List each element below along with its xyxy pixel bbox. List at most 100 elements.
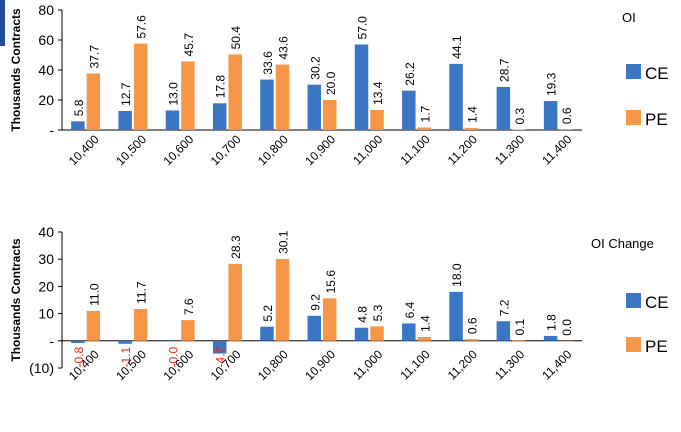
chart-1-category-label: 11,300 [492,347,527,382]
chart-0-data-label: 26.2 [403,62,417,86]
chart-1-bar-ce [260,326,274,341]
chart-0-data-label: 20.0 [324,71,338,95]
chart-0-legend-label-pe: PE [645,110,668,129]
chart-1-data-label: -0.0 [166,346,180,367]
chart-1-bar-ce [165,340,180,342]
chart-0-bar-pe [181,61,195,131]
chart-0-y-tick-label: 20 [38,92,54,108]
chart-0-data-label: 43.6 [276,36,290,60]
chart-0-data-label: 37.7 [87,45,101,69]
chart-0-data-label: 33.6 [261,51,275,75]
chart-1-bar-pe [133,308,148,341]
chart-0-y-tick-label: 80 [38,2,54,18]
chart-0-bar-ce [307,84,321,130]
chart-1-bar-ce [543,335,558,341]
chart-1-data-label: 5.2 [261,305,275,322]
chart-0-data-label: 19.3 [545,72,559,96]
chart-1-bar-pe [464,339,479,341]
chart-0-category-label: 10,400 [66,132,102,168]
chart-1-bar-pe [559,340,573,342]
chart-0-category-label: 11,000 [350,132,385,167]
chart-0-bar-ce [260,79,274,130]
chart-1-bar-ce [307,315,321,341]
chart-1-title: OI Change [591,236,654,251]
chart-1-y-tick-label: - [49,333,54,349]
chart-1-category-label: 11,100 [397,347,432,382]
chart-0-data-label: 0.3 [513,108,527,125]
chart-0-data-label: 1.4 [466,106,480,123]
chart-0-title: OI [622,10,636,25]
chart-1-bar-pe [417,336,432,341]
chart-0-bar-ce [71,121,85,130]
chart-0-bar-ce [402,90,416,130]
chart-0-data-label: 28.7 [497,58,511,82]
chart-1-data-label: 7.2 [497,299,511,316]
chart-1-data-label: 0.6 [466,317,480,334]
chart-0-data-label: 5.8 [72,99,86,116]
chart-1-y-tick-label: 40 [38,224,54,240]
chart-1-category-label: 11,400 [539,347,574,382]
chart-1-data-label: 1.8 [545,314,559,331]
chart-0-data-label: 13.0 [166,82,180,106]
chart-1-category-label: 11,200 [445,347,480,382]
chart-0-category-label: 11,100 [397,132,432,167]
chart-1-data-label: 1.4 [418,315,432,332]
chart-0-y-tick-label: - [49,122,54,138]
chart-1-bar-ce [118,340,132,344]
chart-0-bar-ce [165,110,180,130]
chart-1-data-label: 5.3 [371,304,385,321]
chart-0-category-label: 10,500 [113,132,149,168]
chart-0-y-tick-label: 60 [38,32,54,48]
chart-0-data-label: 12.7 [119,82,133,106]
chart-1-y-tick-label: 10 [38,306,54,322]
chart-0-data-label: 57.6 [135,15,149,39]
chart-0-category-label: 10,900 [302,132,338,168]
chart-1-data-label: 0.1 [513,319,527,336]
chart-0-bar-ce [354,44,369,130]
chart-0-bar-pe [228,54,242,130]
chart-0-category-label: 11,400 [539,132,574,167]
chart-1-y-tick-label: (10) [29,360,54,376]
chart-0-data-label: 45.7 [182,33,196,57]
chart-1-data-label: 30.1 [276,230,290,254]
chart-0-bar-pe [559,129,573,130]
chart-1-bar-pe [370,326,384,341]
chart-1-data-label: 28.3 [229,235,243,259]
chart-1-data-label: 6.4 [403,301,417,318]
chart-0-data-label: 57.0 [356,16,370,40]
chart-0-category-label: 10,700 [208,132,244,168]
chart-1-bar-ce [212,340,227,354]
chart-1-bar-ce [402,323,416,341]
chart-0-data-label: 0.6 [560,107,574,124]
chart-0-bar-ce [543,101,558,130]
chart-1-bar-pe [323,298,337,341]
chart-0-bar-pe [512,129,526,131]
chart-0-bar-pe [275,64,290,130]
chart-1-data-label: 7.6 [182,298,196,315]
chart-0-data-label: 44.1 [450,35,464,59]
chart-0-bar-pe [86,73,101,130]
chart-1-data-label: -0.8 [72,346,86,367]
chart-0-bar-pe [417,127,432,130]
chart-0-bar-ce [212,103,227,130]
chart-1-bar-pe [228,263,242,341]
chart-0-bar-ce [496,86,511,130]
chart-0-bar-ce [449,63,463,130]
chart-1-data-label: 9.2 [308,294,322,311]
chart-0-bar-pe [464,127,479,130]
chart-1-bar-ce [449,291,463,341]
chart-1-category-label: 11,000 [350,347,385,382]
chart-0-legend-swatch-pe [626,110,641,125]
chart-0-data-label: 1.7 [418,105,432,122]
chart-1-legend-label-ce: CE [645,293,669,312]
chart-0-bar-pe [133,43,148,130]
chart-0-bar-ce [118,110,132,130]
chart-1-category-label: 10,900 [302,347,338,383]
chart-1-data-label: 18.0 [450,263,464,287]
chart-0-y-tick-label: 40 [38,62,54,78]
chart-1-bar-ce [354,327,369,341]
chart-0-y-axis-title: Thousands Contracts [9,8,23,132]
chart-1-legend-swatch-ce [626,293,641,308]
